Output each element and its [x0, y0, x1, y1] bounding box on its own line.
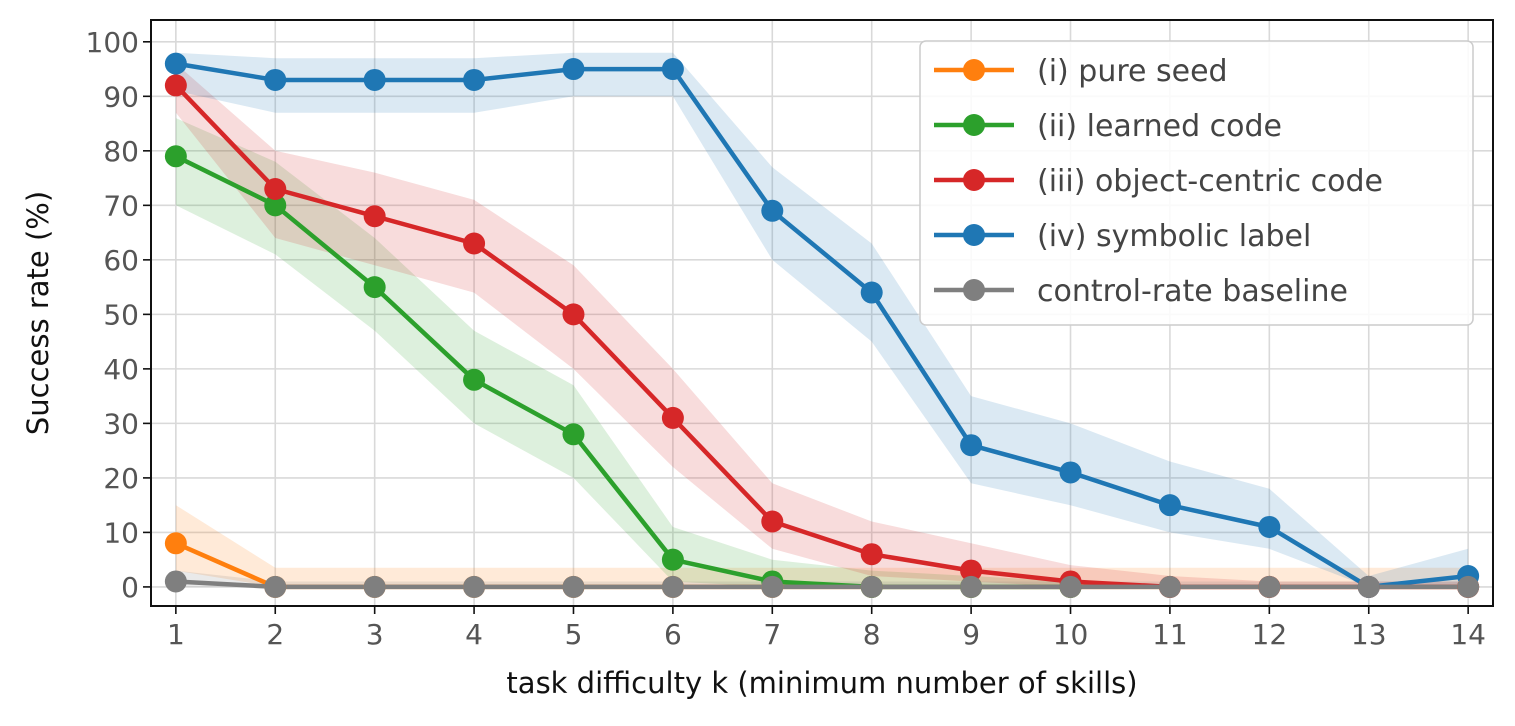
- point-iv-symbolic-label: [463, 68, 486, 91]
- x-tick-label: 9: [962, 618, 980, 651]
- point-control-rate-baseline: [1158, 575, 1181, 598]
- x-tick-label: 14: [1450, 618, 1486, 651]
- band-control-rate-baseline: [175, 570, 1469, 587]
- legend-label-i-pure-seed: (i) pure seed: [1037, 54, 1228, 89]
- y-tick-label: 90: [103, 80, 139, 113]
- point-iv-symbolic-label: [1059, 461, 1082, 484]
- band-iv-symbolic-label: [175, 52, 1469, 587]
- x-tick-label: 6: [664, 618, 682, 651]
- y-tick-label: 40: [103, 353, 139, 386]
- x-tick-label: 5: [565, 618, 583, 651]
- x-axis-ticks: 1 2 3 4 5 6 7 8 9 10 11 12 13 14: [167, 606, 1486, 651]
- point-control-rate-baseline: [463, 575, 486, 598]
- y-tick-label: 80: [103, 135, 139, 168]
- x-tick-label: 2: [266, 618, 284, 651]
- point-ii-learned-code: [661, 548, 684, 571]
- point-control-rate-baseline: [264, 575, 287, 598]
- point-ii-learned-code: [562, 423, 585, 446]
- y-tick-label: 20: [103, 462, 139, 495]
- y-tick-label: 50: [103, 298, 139, 331]
- band-i-pure-seed: [175, 505, 1469, 587]
- point-iv-symbolic-label: [1258, 515, 1281, 538]
- point-ii-learned-code: [164, 145, 187, 168]
- legend: (i) pure seed (ii) learned code (iii) obje…: [919, 40, 1474, 326]
- point-ii-learned-code: [363, 276, 386, 299]
- point-i-pure-seed: [164, 532, 187, 555]
- legend-label-iv-symbolic-label: (iv) symbolic label: [1037, 219, 1311, 254]
- point-iii-object-centric-code: [164, 74, 187, 97]
- x-tick-label: 12: [1252, 618, 1288, 651]
- point-iv-symbolic-label: [960, 434, 983, 457]
- y-axis-label: Success rate (%): [21, 191, 55, 435]
- legend-marker-i-pure-seed: [963, 59, 985, 81]
- point-iii-object-centric-code: [960, 559, 983, 582]
- point-iii-object-centric-code: [860, 543, 883, 566]
- point-iii-object-centric-code: [264, 177, 287, 200]
- confidence-bands: [175, 52, 1469, 587]
- point-iv-symbolic-label: [860, 281, 883, 304]
- legend-marker-control-rate-baseline: [963, 279, 985, 301]
- point-ii-learned-code: [463, 368, 486, 391]
- legend-marker-iv-symbolic-label: [963, 224, 985, 246]
- legend-label-iii-object-centric-code: (iii) object-centric code: [1037, 164, 1383, 199]
- point-control-rate-baseline: [860, 575, 883, 598]
- x-axis-label: task difficulty k (minimum number of ski…: [506, 666, 1137, 700]
- y-tick-label: 30: [103, 407, 139, 440]
- legend-marker-iii-object-centric-code: [963, 169, 985, 191]
- point-iii-object-centric-code: [661, 406, 684, 429]
- point-iv-symbolic-label: [661, 58, 684, 81]
- y-tick-label: 10: [103, 516, 139, 549]
- point-control-rate-baseline: [1357, 575, 1380, 598]
- point-control-rate-baseline: [1258, 575, 1281, 598]
- series-points: [164, 52, 1480, 598]
- legend-label-ii-learned-code: (ii) learned code: [1037, 109, 1282, 144]
- x-tick-label: 1: [167, 618, 185, 651]
- point-control-rate-baseline: [960, 575, 983, 598]
- point-iv-symbolic-label: [264, 68, 287, 91]
- point-iii-object-centric-code: [363, 205, 386, 228]
- point-iii-object-centric-code: [463, 232, 486, 255]
- point-control-rate-baseline: [363, 575, 386, 598]
- point-control-rate-baseline: [661, 575, 684, 598]
- point-iii-object-centric-code: [761, 510, 784, 533]
- series-lines: [173, 61, 1471, 590]
- point-control-rate-baseline: [1059, 575, 1082, 598]
- band-ii-learned-code: [175, 118, 1071, 587]
- y-tick-label: 70: [103, 189, 139, 222]
- point-iv-symbolic-label: [761, 199, 784, 222]
- legend-box: [919, 40, 1474, 326]
- y-tick-label: 0: [121, 571, 139, 604]
- point-iv-symbolic-label: [562, 58, 585, 81]
- plot-frame: [150, 19, 1494, 607]
- y-axis-ticks: 0 10 20 30 40 50 60 70 80 90 100: [86, 26, 151, 604]
- legend-marker-ii-learned-code: [963, 114, 985, 136]
- x-tick-label: 11: [1152, 618, 1188, 651]
- point-control-rate-baseline: [761, 575, 784, 598]
- x-tick-label: 4: [465, 618, 483, 651]
- x-tick-label: 3: [366, 618, 384, 651]
- x-tick-label: 10: [1053, 618, 1089, 651]
- line-iv-symbolic-label: [173, 61, 1471, 590]
- x-tick-label: 8: [863, 618, 881, 651]
- point-iii-object-centric-code: [562, 303, 585, 326]
- point-iv-symbolic-label: [363, 68, 386, 91]
- y-tick-label: 60: [103, 244, 139, 277]
- point-control-rate-baseline: [562, 575, 585, 598]
- y-tick-label: 100: [86, 26, 139, 59]
- line-control-rate-baseline: [173, 579, 1471, 590]
- point-iv-symbolic-label: [1158, 494, 1181, 517]
- point-ii-learned-code: [264, 194, 287, 217]
- point-iv-symbolic-label: [164, 52, 187, 75]
- x-tick-label: 13: [1351, 618, 1387, 651]
- point-control-rate-baseline: [164, 570, 187, 593]
- x-tick-label: 7: [763, 618, 781, 651]
- legend-label-control-rate-baseline: control-rate baseline: [1037, 274, 1348, 309]
- point-control-rate-baseline: [1457, 575, 1480, 598]
